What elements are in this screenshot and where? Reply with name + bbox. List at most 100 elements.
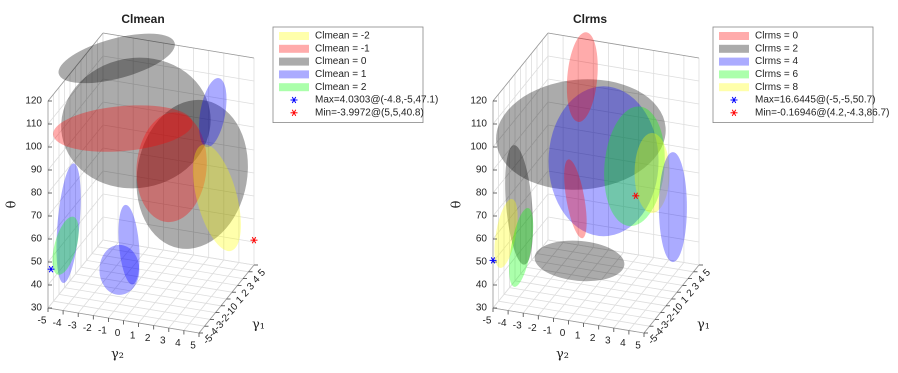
grid-line bbox=[47, 170, 104, 240]
y-axis-label: γ₁ bbox=[252, 318, 265, 333]
grid-line bbox=[514, 280, 667, 307]
isosurface bbox=[192, 144, 241, 252]
legend-swatch bbox=[279, 83, 309, 92]
isosurface bbox=[548, 86, 659, 237]
legend-label: Min=-3.9972@(5,5,40.8) bbox=[315, 107, 424, 118]
grid-line bbox=[47, 78, 104, 148]
z-axis-label: θ bbox=[450, 200, 465, 208]
grid-line bbox=[525, 266, 678, 293]
isosurface bbox=[56, 163, 81, 283]
x-tick-label: 3 bbox=[160, 336, 166, 347]
grid-line bbox=[492, 193, 549, 263]
x-tick-label: -1 bbox=[543, 326, 552, 337]
grid-line bbox=[91, 253, 244, 279]
marker-stroke bbox=[291, 96, 297, 104]
y-axis-label: γ₁ bbox=[697, 318, 710, 333]
z-tick-label: 40 bbox=[476, 280, 488, 291]
grid-line bbox=[547, 78, 700, 105]
grid-line bbox=[509, 287, 661, 313]
z-tick-label: 40 bbox=[31, 280, 43, 291]
grid-line bbox=[102, 216, 255, 243]
grid-line bbox=[102, 147, 255, 174]
marker-stroke bbox=[731, 109, 737, 117]
z-tick-label: 90 bbox=[476, 165, 488, 176]
z-tick-label: 30 bbox=[31, 303, 43, 314]
x-tick-label: 2 bbox=[590, 333, 596, 344]
grid-line bbox=[492, 78, 549, 148]
isosurface bbox=[99, 244, 140, 295]
legend-label: Clrms = 4 bbox=[755, 56, 799, 67]
legend-label: Clrms = 2 bbox=[755, 43, 799, 54]
marker bbox=[730, 96, 738, 104]
legend-swatch bbox=[279, 70, 309, 79]
isosurface bbox=[53, 105, 193, 152]
z-tick-label: 100 bbox=[470, 142, 487, 153]
x-tick-label: 3 bbox=[605, 336, 611, 347]
legend-swatch bbox=[719, 83, 749, 92]
axis-line bbox=[102, 32, 255, 59]
grid-line bbox=[47, 147, 104, 217]
marker bbox=[250, 236, 258, 244]
legend-label: Clrms = 8 bbox=[755, 82, 799, 93]
legend-label: Clmean = 0 bbox=[315, 56, 367, 67]
grid-line bbox=[102, 170, 255, 197]
isosurface bbox=[658, 152, 687, 263]
grid-line bbox=[47, 55, 104, 125]
grid-line bbox=[102, 78, 255, 105]
legend-swatch bbox=[719, 57, 749, 66]
x-tick-label: -5 bbox=[483, 316, 492, 327]
marker bbox=[730, 109, 738, 117]
z-tick-label: 30 bbox=[476, 303, 488, 314]
legend-label: Clmean = 1 bbox=[315, 69, 367, 80]
x-axis-label: γ₂ bbox=[556, 347, 569, 362]
grid-line bbox=[492, 170, 549, 240]
grid-line bbox=[492, 216, 549, 286]
marker-stroke bbox=[251, 236, 257, 244]
legend-swatch bbox=[719, 44, 749, 53]
grid-line bbox=[542, 246, 694, 273]
legend-swatch bbox=[279, 44, 309, 53]
isosurface bbox=[534, 240, 625, 282]
grid-line bbox=[520, 273, 672, 300]
grid-line bbox=[492, 147, 549, 217]
z-tick-label: 110 bbox=[26, 119, 42, 130]
x-tick-label: 1 bbox=[575, 331, 581, 342]
isosurface bbox=[136, 99, 248, 249]
z-tick-label: 60 bbox=[476, 234, 488, 245]
z-tick-label: 120 bbox=[470, 96, 487, 107]
grid-line bbox=[69, 280, 222, 307]
x-axis-label: γ₂ bbox=[111, 347, 124, 362]
grid-line bbox=[75, 273, 227, 300]
grid-line bbox=[58, 294, 211, 320]
y-tick-label: 5 bbox=[701, 267, 713, 279]
isosurface bbox=[494, 198, 518, 268]
grid-line bbox=[498, 300, 650, 327]
isosurface bbox=[199, 78, 227, 148]
grid-line bbox=[102, 124, 255, 151]
z-tick-label: 100 bbox=[25, 142, 42, 153]
legend-label: Max=4.0303@(-4.8,-5,47.1) bbox=[315, 95, 438, 106]
grid-line bbox=[102, 193, 255, 220]
grid-line bbox=[102, 101, 255, 128]
legend-box bbox=[712, 26, 874, 123]
grid-line bbox=[492, 239, 549, 309]
grid-line bbox=[492, 55, 549, 125]
x-tick-label: 0 bbox=[115, 328, 121, 339]
isosurface bbox=[566, 32, 598, 122]
legend-label: Clmean = -1 bbox=[315, 43, 370, 54]
grid-line bbox=[47, 124, 104, 194]
grid-line bbox=[547, 55, 700, 82]
chart-title: Clrms bbox=[573, 12, 607, 26]
marker bbox=[489, 257, 497, 264]
legend-label: Clmean = -2 bbox=[315, 31, 370, 42]
marker-stroke bbox=[291, 109, 297, 117]
legend-swatch bbox=[719, 32, 749, 40]
axis-line bbox=[547, 32, 700, 59]
legend-label: Max=16.6445@(-5,-5,50.7) bbox=[755, 95, 876, 106]
x-tick-label: 0 bbox=[560, 328, 566, 339]
z-tick-label: 50 bbox=[476, 257, 488, 268]
isosurface bbox=[58, 33, 175, 84]
